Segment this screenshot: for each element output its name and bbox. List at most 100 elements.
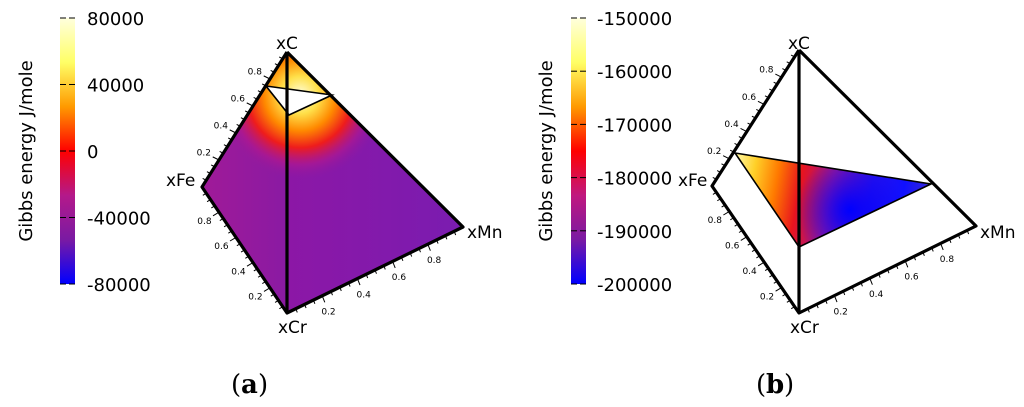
edge-tick	[782, 68, 787, 71]
edge-tick	[229, 236, 237, 242]
edge-tick	[202, 192, 207, 196]
edge-tick	[261, 83, 266, 87]
vertex-b-xmn: xMn	[980, 223, 1016, 243]
edge-tick	[913, 256, 916, 261]
edge-tick-label: 0.2	[248, 293, 262, 303]
edge-tick	[212, 211, 220, 217]
colorbar-b-bar	[571, 18, 586, 284]
edge-tick	[717, 198, 721, 202]
edge-tick-label: 0.8	[940, 255, 955, 265]
edge-tick	[738, 230, 743, 233]
edge-tick	[228, 230, 233, 234]
edge-tick	[229, 129, 237, 134]
edge-tick-label: 0.2	[707, 147, 721, 157]
edge-tick	[257, 90, 262, 93]
slice-b-blue	[735, 153, 931, 247]
edge-tick-label: 0.6	[742, 93, 757, 103]
edge-tick	[206, 199, 211, 203]
edge-tick	[790, 306, 795, 310]
edge-tick	[246, 102, 254, 107]
caption-b-letter: b	[766, 370, 784, 400]
edge-tick-label: 0.2	[834, 307, 848, 317]
edge-tick	[769, 274, 774, 278]
edge-tick-label: 0.6	[904, 273, 919, 283]
edge-tick	[751, 115, 756, 119]
edge-tick	[904, 260, 909, 268]
edge-tick	[202, 178, 207, 181]
edge-tick-label: 0.6	[231, 94, 246, 104]
edge-tick-label: 0.8	[759, 66, 774, 76]
edge-tick	[257, 274, 262, 278]
edge-tick	[246, 262, 254, 267]
vertex-b-xfe: xFe	[678, 171, 707, 191]
edge-tick	[757, 261, 765, 267]
edge-tick	[756, 108, 761, 112]
vertex-b-xcr: xCr	[790, 318, 819, 338]
caption-a-letter: a	[241, 370, 258, 400]
edge-tick	[223, 144, 228, 147]
edge-tick	[274, 63, 279, 66]
edge-tick	[948, 238, 952, 243]
vertex-a-xcr: xCr	[278, 318, 307, 338]
edge-tick	[721, 204, 726, 208]
edge-tick	[392, 261, 396, 269]
edge-tick	[887, 269, 890, 274]
colorbar-tick-label: -180000	[597, 169, 672, 190]
colorbar-a-ticks: 80000 40000 0 -40000 -80000	[60, 9, 151, 296]
edge-tick	[304, 304, 307, 309]
edge-tick	[212, 156, 220, 161]
edge-tick	[957, 234, 961, 239]
edge-tick	[240, 249, 245, 253]
edge-tick	[236, 243, 241, 247]
edge-tick	[825, 299, 828, 304]
edge-tick-label: 0.6	[725, 242, 740, 252]
edge-tick	[816, 304, 819, 309]
edge-tick	[262, 281, 267, 284]
edge-tick	[418, 248, 421, 253]
edge-tick-label: 0.4	[214, 121, 229, 131]
edge-tick-label: 0.8	[197, 217, 212, 227]
edge-tick	[729, 149, 734, 153]
edge-tick	[723, 210, 730, 216]
colorbar-tick-label: 40000	[87, 76, 144, 97]
caption-b: ( b )	[756, 370, 794, 400]
colorbar-tick-label: 0	[87, 142, 98, 163]
edge-tick-label: 0.4	[231, 267, 246, 277]
tetra-b	[710, 48, 978, 315]
svg-text:(: (	[231, 370, 241, 400]
edge-tick	[400, 256, 404, 261]
edge-tick-label: 0.4	[357, 290, 372, 300]
svg-text:): )	[784, 370, 794, 400]
vertex-a-xmn: xMn	[467, 223, 503, 243]
edge-tick	[219, 151, 224, 154]
edge-tick	[321, 295, 326, 303]
edge-tick	[842, 291, 846, 296]
colorbar-tick-label: -80000	[87, 275, 151, 296]
edge-tick	[330, 291, 333, 296]
colorbar-a-label: Gibbs energy J/mole	[16, 60, 37, 241]
edge-tick	[210, 164, 215, 168]
colorbar-tick-label: -40000	[87, 209, 151, 230]
edge-tick	[279, 306, 284, 310]
panel-b: -150000 -160000 -170000 -180000 -190000 -2000…	[536, 9, 1016, 400]
edge-tick	[721, 163, 726, 167]
edge-tick-label: 0.8	[708, 216, 723, 226]
edge-tick-label: 0.8	[248, 67, 263, 77]
edge-tick	[409, 252, 413, 257]
edge-tick-label: 0.8	[427, 256, 442, 266]
caption-a: ( a )	[231, 370, 268, 400]
edge-tick	[756, 255, 761, 259]
edge-tick	[895, 264, 899, 270]
edge-tick	[851, 286, 855, 291]
colorbar-tick-label: -170000	[597, 115, 672, 136]
edge-tick	[940, 243, 944, 251]
edge-tick-label: 0.6	[214, 242, 229, 252]
edge-tick	[747, 122, 752, 126]
edge-tick	[206, 171, 211, 174]
panel-a: 80000 40000 0 -40000 -80000 Gibbs energy J/m…	[16, 9, 503, 400]
edge-tick	[740, 128, 748, 133]
edge-tick	[782, 293, 787, 297]
edge-tick	[757, 100, 765, 105]
edge-tick	[270, 293, 275, 297]
colorbar-tick-label: -190000	[597, 222, 672, 243]
